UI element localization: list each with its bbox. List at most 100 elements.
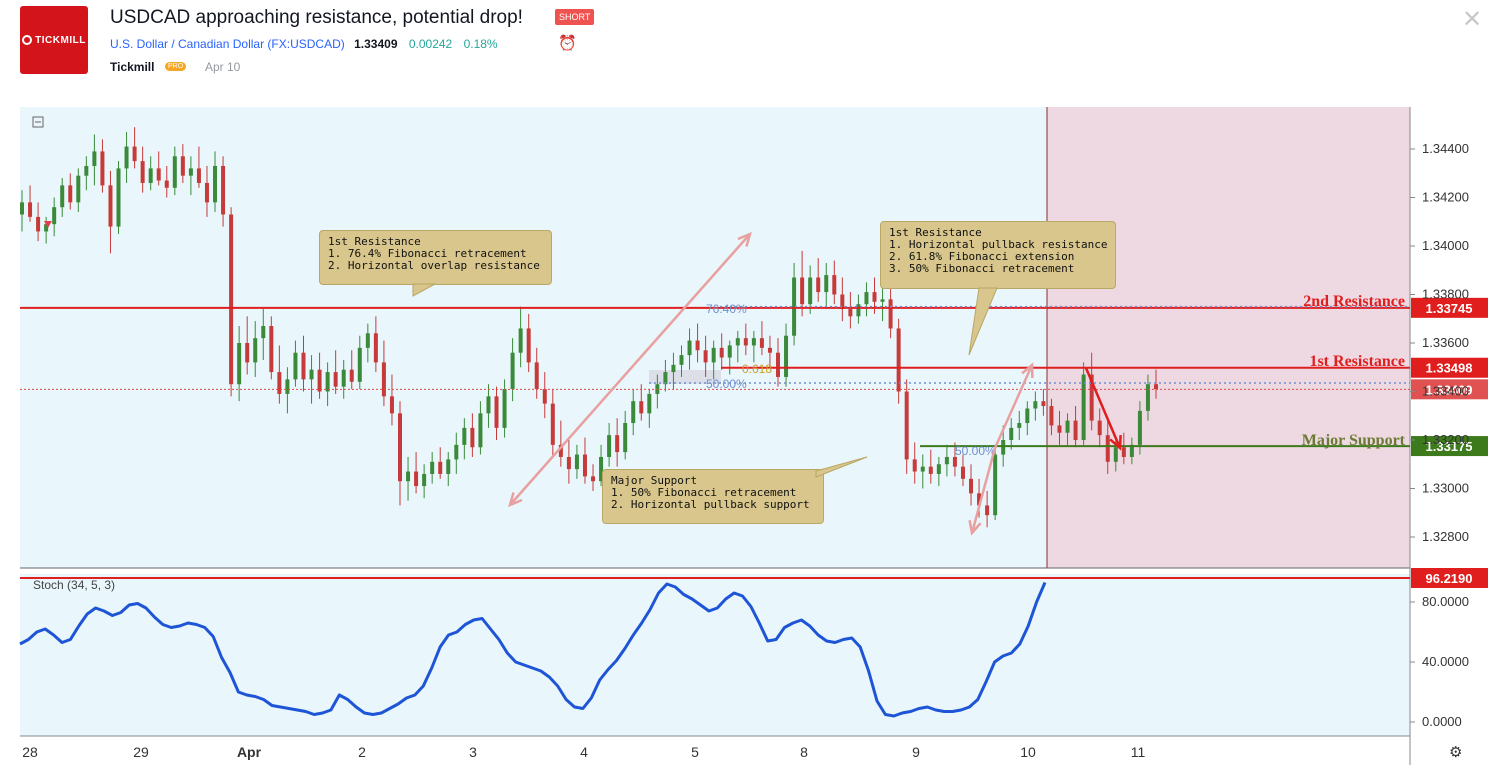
candles-group	[20, 127, 1158, 528]
publish-date: Apr 10	[205, 60, 241, 74]
candle-body	[784, 335, 789, 377]
price-tick-label: 1.33000	[1422, 481, 1469, 496]
candle-body	[526, 328, 531, 363]
candle-body	[36, 216, 41, 232]
axis-group: 1.34400 1.34200 1.34000 1.33800 1.33600 1.334…	[22, 141, 1469, 760]
candle-body	[776, 352, 780, 377]
candle-body	[1057, 425, 1062, 433]
candle-body	[1129, 444, 1134, 457]
candle-body	[502, 389, 507, 428]
idea-title: USDCAD approaching resistance, potential…	[110, 7, 523, 28]
candle-body	[293, 352, 298, 380]
candle-body	[398, 413, 402, 482]
candle-body	[719, 347, 724, 358]
price-tick-label: 1.34200	[1422, 190, 1469, 205]
fib-label: 0.618	[742, 362, 772, 376]
candle-body	[904, 391, 909, 460]
candle-body	[816, 277, 821, 293]
candle-body	[285, 379, 290, 394]
logo-mark-icon	[22, 35, 33, 45]
candle-body	[985, 505, 990, 516]
price-tick-label: 1.33800	[1422, 287, 1469, 302]
arrow-up-1-head	[737, 231, 752, 247]
candle-body	[1089, 374, 1094, 421]
candle-body	[52, 207, 57, 225]
candle-body	[880, 299, 885, 302]
price-tick-label: 1.34400	[1422, 141, 1469, 156]
time-tick-label: 2	[358, 744, 366, 760]
candle-body	[518, 328, 523, 353]
candle-body	[478, 413, 483, 448]
candle-body	[727, 345, 732, 358]
candle-body	[864, 292, 869, 305]
stoch-group	[19, 581, 1047, 718]
symbol-code[interactable]: (FX:USDCAD)	[267, 37, 345, 51]
candle-body	[237, 343, 242, 385]
time-tick-label: 28	[22, 744, 38, 760]
candle-body	[213, 165, 218, 203]
tickmill-logo[interactable]: TICKMILL	[20, 6, 88, 74]
time-tick-label: 8	[800, 744, 808, 760]
candle-body	[671, 364, 676, 373]
candle-body	[229, 214, 234, 385]
candle-body	[993, 454, 998, 516]
candle-body	[325, 372, 330, 392]
candle-body	[591, 476, 596, 482]
candle-body	[550, 403, 555, 445]
annotation-left[interactable]: 1st Resistance 1. 76.4% Fibonacci retrac…	[319, 230, 552, 285]
price-tag	[1411, 357, 1488, 378]
short-badge: SHORT	[555, 9, 595, 25]
arrow-projection-head	[1109, 434, 1122, 451]
candle-body	[848, 309, 853, 317]
time-tick-label: 5	[691, 744, 699, 760]
time-tick-label: 3	[469, 744, 477, 760]
candle-body	[663, 372, 668, 385]
annotation-right[interactable]: 1st Resistance 1. Horizontal pullback re…	[880, 221, 1116, 289]
candle-body	[100, 151, 105, 186]
candle-body	[599, 456, 604, 482]
alarm-clock-icon[interactable]: ⏰	[558, 35, 577, 52]
candle-body	[759, 338, 764, 348]
collapse-icon[interactable]	[32, 116, 44, 128]
candle-body	[1121, 447, 1126, 457]
arrow-down-1	[509, 357, 641, 506]
candle-body	[1097, 420, 1102, 436]
candle-body	[277, 372, 282, 394]
stoch-pane-bg	[20, 574, 1410, 736]
candle-body	[180, 156, 185, 176]
candle-body	[60, 185, 65, 208]
symbol-name[interactable]: U.S. Dollar / Canadian Dollar	[110, 37, 265, 51]
header: TICKMILL USDCAD approaching resistance, …	[0, 0, 1506, 100]
candle-body	[204, 182, 209, 203]
price-tag-label: 1.33409	[1426, 382, 1473, 397]
candle-body	[269, 326, 274, 373]
annotation-support[interactable]: Major Support 1. 50% Fibonacci retraceme…	[602, 469, 824, 524]
stoch-tick-label: 0.0000	[1422, 714, 1462, 729]
candle-body	[44, 224, 49, 232]
settings-gear-icon[interactable]: ⚙	[1449, 743, 1462, 761]
pro-badge: PRO	[165, 62, 187, 71]
candle-body	[84, 165, 89, 176]
author-name[interactable]: Tickmill	[110, 60, 155, 74]
candle-body	[309, 369, 314, 380]
candle-body	[647, 393, 652, 414]
time-tick-label: 10	[1020, 744, 1036, 760]
candle-body	[188, 168, 193, 176]
candle-body	[124, 146, 129, 169]
candle-body	[574, 454, 579, 470]
candle-body	[486, 396, 491, 414]
candle-body	[631, 401, 636, 424]
candle-body	[389, 396, 394, 414]
close-icon[interactable]: ✕	[1462, 6, 1483, 33]
candle-body	[1081, 374, 1086, 440]
candle-body	[28, 202, 33, 217]
candle-body	[1017, 423, 1022, 428]
candle-body	[1049, 406, 1054, 426]
time-tick-label: 11	[1131, 744, 1146, 760]
candle-body	[365, 333, 370, 348]
price-tag-label: 1.33175	[1426, 439, 1473, 454]
candle-body	[960, 466, 965, 479]
price-tag-label: 1.33745	[1426, 301, 1473, 316]
